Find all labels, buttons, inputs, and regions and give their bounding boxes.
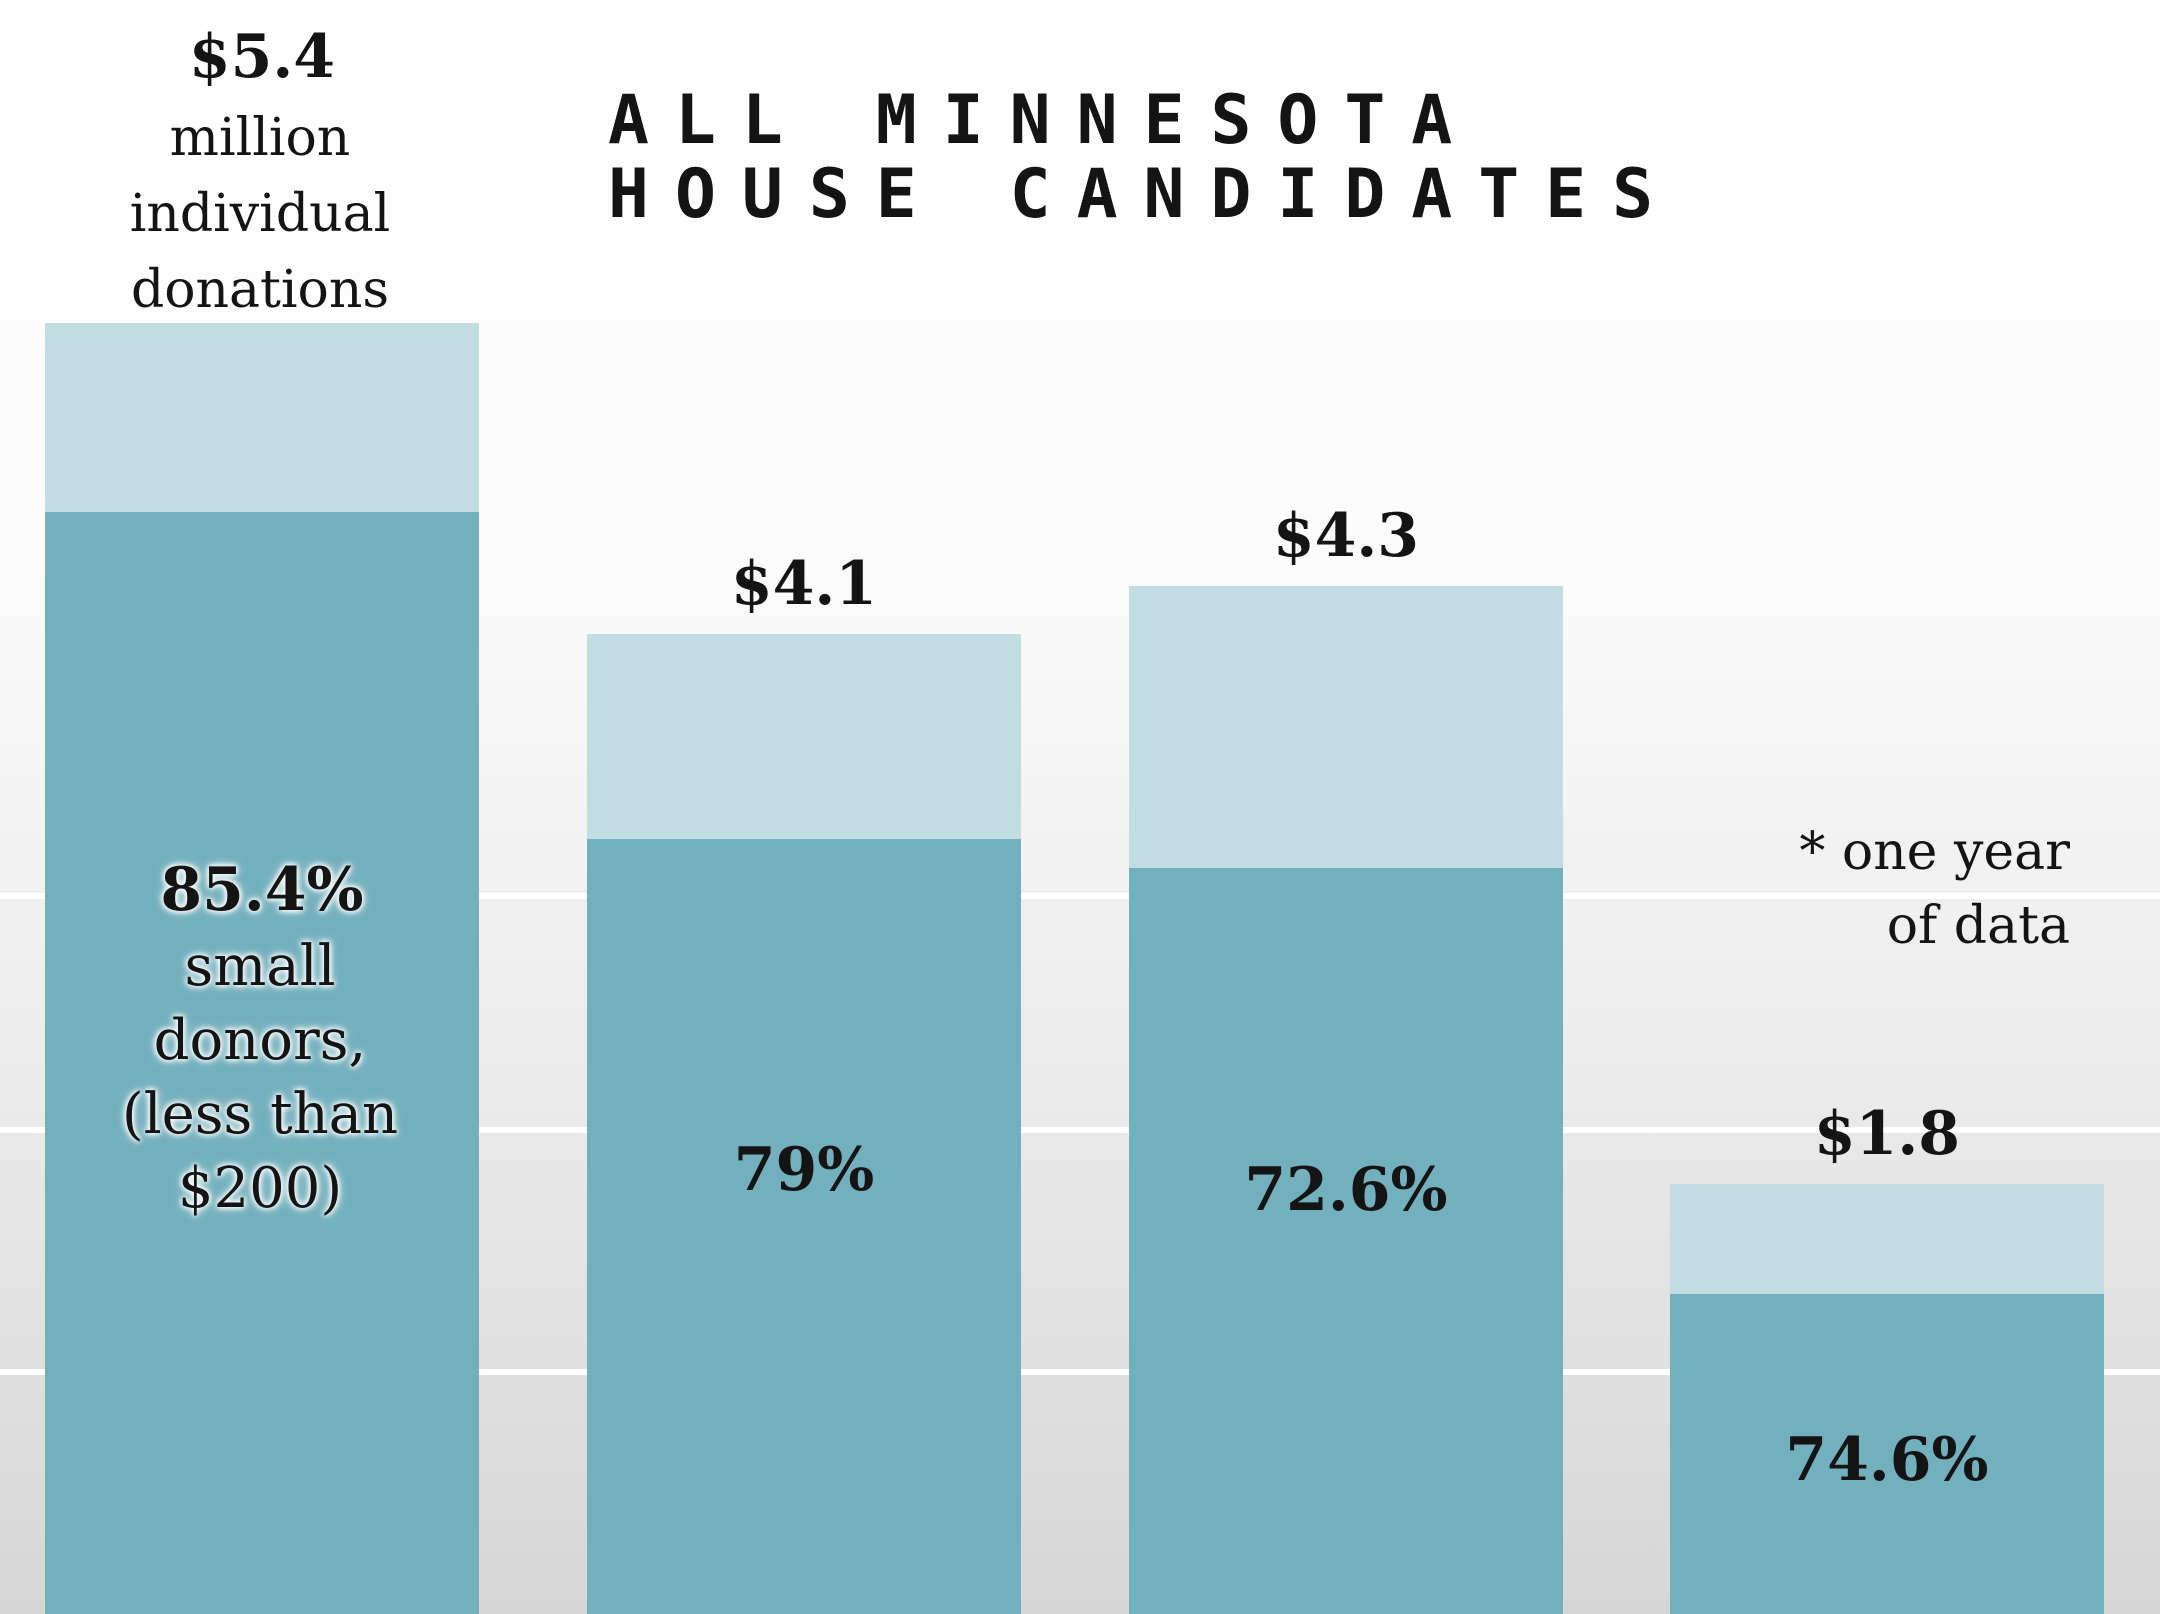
bar-small-donors: [45, 511, 479, 1614]
footnote-line-1: * one year: [1799, 822, 2070, 882]
percent-label: 85.4%: [160, 855, 364, 925]
small-donor-note: small donors, (less than $200): [80, 930, 440, 1226]
gridline: [0, 1369, 2160, 1375]
gridline: [0, 893, 2160, 899]
footnote: * one year of data: [1730, 815, 2070, 963]
small-donor-note-line-3: (less than: [121, 1082, 399, 1147]
percent-label: 74.6%: [1785, 1425, 1989, 1495]
footnote-line-2: of data: [1886, 896, 2070, 956]
small-donor-note-line-2: donors,: [153, 1008, 367, 1073]
bar-small-donors: [1670, 1293, 2104, 1614]
bar-small-donors: [587, 839, 1021, 1614]
value-label: $4.3: [1272, 500, 1420, 571]
chart-title: ALL MINNESOTA HOUSE CANDIDATES: [608, 84, 1679, 232]
gridline: [0, 1127, 2160, 1133]
chart-title-line-2: HOUSE CANDIDATES: [608, 155, 1680, 234]
value-label: $5.4: [188, 22, 336, 92]
small-donor-note-line-4: $200): [177, 1156, 343, 1221]
unit-note: million individual donations: [129, 108, 391, 320]
chart-title-line-1: ALL MINNESOTA: [608, 81, 1479, 160]
value-label: $1.8: [1813, 1098, 1961, 1169]
percent-label: 79%: [733, 1135, 875, 1205]
value-label: $4.1: [730, 548, 878, 619]
percent-label: 72.6%: [1244, 1155, 1448, 1225]
small-donor-note-line-1: small: [184, 934, 336, 999]
bar-small-donors: [1129, 868, 1563, 1614]
